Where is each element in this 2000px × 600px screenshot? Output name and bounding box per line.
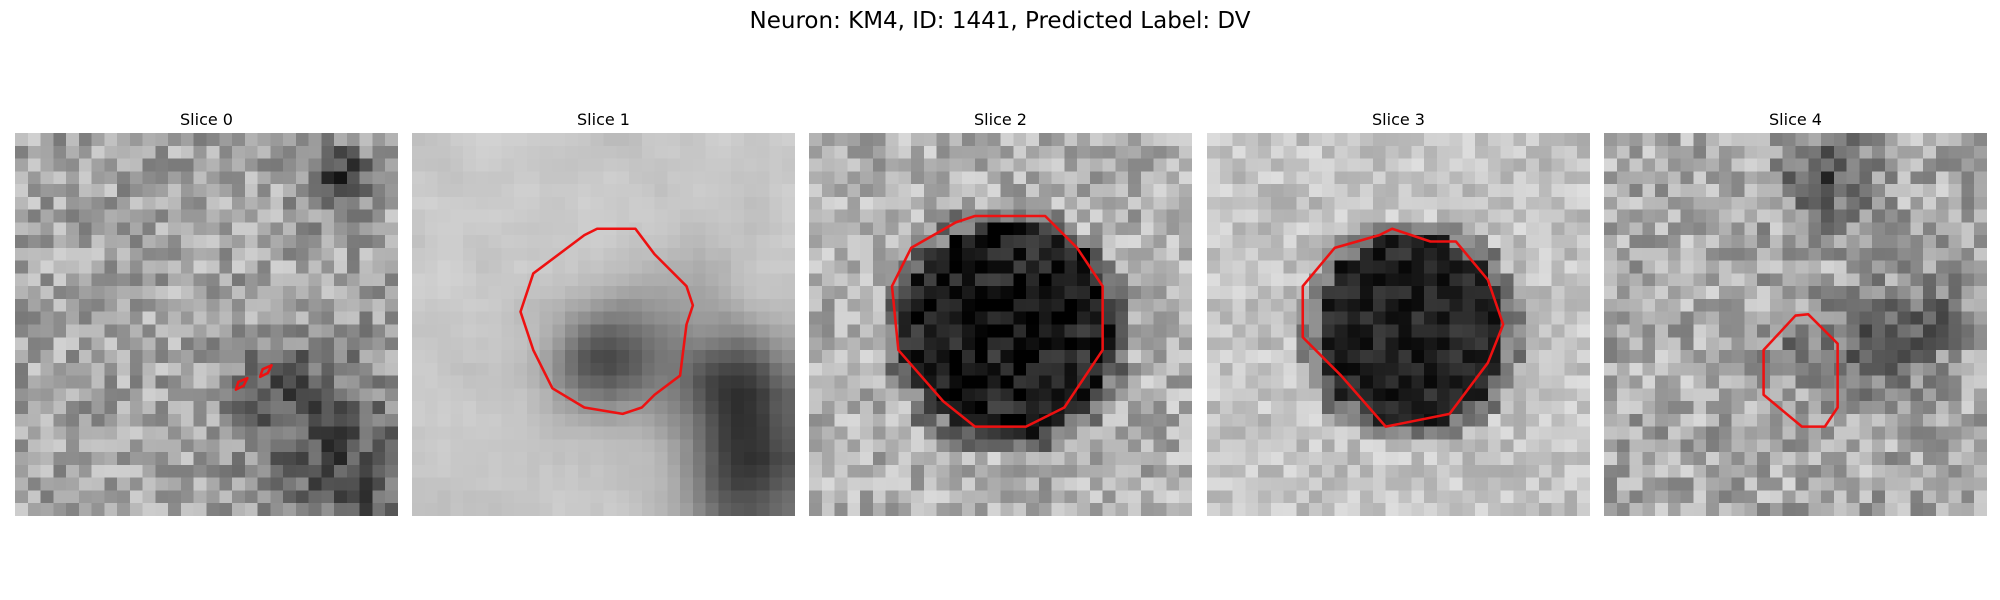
slice-title-1: Slice 1 — [412, 108, 795, 132]
figure-title: Neuron: KM4, ID: 1441, Predicted Label: … — [0, 8, 2000, 34]
slice-panel-0: Slice 0 — [15, 108, 398, 516]
slice-panel-3: Slice 3 — [1207, 108, 1590, 516]
slice-panel-1: Slice 1 — [412, 108, 795, 516]
slice-title-4: Slice 4 — [1604, 108, 1987, 132]
slice-panel-2: Slice 2 — [809, 108, 1192, 516]
slice-panel-4: Slice 4 — [1604, 108, 1987, 516]
slice-title-2: Slice 2 — [809, 108, 1192, 132]
slice-image-2 — [809, 133, 1192, 516]
slice-title-0: Slice 0 — [15, 108, 398, 132]
slice-image-0 — [15, 133, 398, 516]
slice-image-1 — [412, 133, 795, 516]
slice-image-4 — [1604, 133, 1987, 516]
slice-title-3: Slice 3 — [1207, 108, 1590, 132]
slice-image-3 — [1207, 133, 1590, 516]
